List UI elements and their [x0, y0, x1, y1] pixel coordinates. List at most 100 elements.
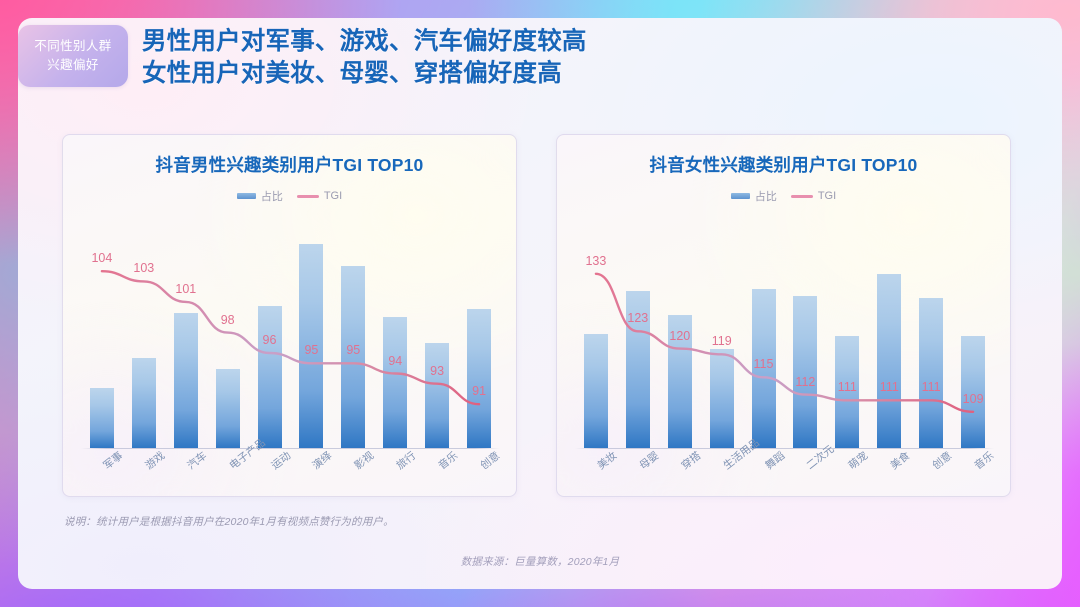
- x-tick-6: 萌宠: [835, 450, 871, 499]
- x-tick-6: 影视: [341, 450, 377, 499]
- x-tick-7: 美食: [877, 450, 912, 499]
- x-tick-5: 二次元: [793, 443, 837, 499]
- headline-line-2: 女性用户对美妆、母婴、穿搭偏好度高: [142, 60, 562, 87]
- tgi-value-label-2: 120: [669, 328, 691, 343]
- x-tick-label-2: 穿搭: [679, 449, 703, 473]
- x-tick-labels-female: 美妆 母婴 穿搭 生活用品 舞蹈 二次元 萌宠 美食 创意 音乐: [575, 437, 996, 499]
- plot-area-male: 104 103 101 98 96 95 95 94 93 91: [81, 213, 500, 449]
- chart-card-female: 抖音女性兴趣类别用户TGI TOP10 占比 TGI 133 123 120 119 1…: [556, 134, 1011, 497]
- tgi-value-label-3: 98: [220, 312, 235, 327]
- bar-3: [709, 349, 734, 448]
- data-source: 数据来源：巨量算数，2020年1月: [460, 556, 620, 568]
- chart-legend-male: 占比 TGI: [63, 188, 516, 204]
- chart-card-male: 抖音男性兴趣类别用户TGI TOP10 占比 TGI 104 103 101 98 96…: [62, 134, 517, 497]
- headline-line-1: 男性用户对军事、游戏、汽车偏好度较高: [142, 28, 587, 55]
- legend-line-swatch-icon: [296, 194, 319, 198]
- legend-bar-swatch-icon: [236, 193, 256, 199]
- x-tick-3: 电子产品: [216, 437, 267, 499]
- bar-0: [89, 387, 114, 448]
- x-tick-label-9: 音乐: [972, 449, 997, 473]
- section-badge: 不同性别人群 兴趣偏好: [18, 25, 128, 87]
- x-tick-label-0: 美妆: [595, 449, 620, 473]
- tgi-value-label-4: 115: [753, 357, 774, 372]
- x-tick-9: 创意: [467, 450, 502, 499]
- tgi-value-label-7: 111: [879, 380, 899, 395]
- legend-item-line: TGI: [296, 190, 343, 202]
- x-tick-8: 创意: [919, 450, 954, 499]
- x-tick-label-2: 汽车: [185, 449, 209, 473]
- bar-1: [131, 357, 156, 448]
- bar-9: [466, 308, 491, 448]
- bar-4: [257, 306, 282, 448]
- legend-bar-label: 占比: [260, 191, 283, 203]
- x-tick-8: 音乐: [425, 450, 460, 499]
- x-tick-9: 音乐: [961, 450, 996, 499]
- legend-line-swatch-icon: [790, 194, 813, 198]
- chart-legend-female: 占比 TGI: [557, 188, 1010, 204]
- legend-line-label: TGI: [323, 190, 343, 202]
- page-title: 男性用户对军事、游戏、汽车偏好度较高 女性用户对美妆、母婴、穿搭偏好度高: [142, 26, 587, 90]
- legend-line-label: TGI: [817, 190, 837, 202]
- x-tick-label-8: 创意: [930, 449, 955, 473]
- x-axis-line-female: [575, 448, 994, 449]
- tgi-value-label-5: 112: [795, 374, 816, 389]
- plot-area-female: 133 123 120 119 115 112 111 111 111 109: [575, 213, 994, 449]
- x-tick-label-6: 萌宠: [846, 449, 871, 473]
- bar-series-female: [575, 213, 994, 448]
- x-tick-label-4: 运动: [268, 449, 293, 473]
- x-tick-label-6: 影视: [352, 449, 377, 473]
- legend-item-bar: 占比: [236, 188, 283, 204]
- tgi-value-label-1: 103: [133, 261, 155, 276]
- x-tick-label-8: 音乐: [436, 449, 461, 473]
- bar-3: [215, 368, 240, 448]
- x-tick-labels-male: 军事 游戏 汽车 电子产品 运动 演绎 影视 旅行 音乐 创意: [81, 437, 502, 499]
- tgi-value-label-5: 95: [304, 343, 319, 358]
- legend-bar-swatch-icon: [730, 193, 750, 199]
- x-tick-4: 运动: [258, 450, 293, 499]
- bar-7: [877, 274, 902, 448]
- x-tick-1: 游戏: [132, 450, 167, 499]
- tgi-value-label-8: 93: [430, 363, 445, 378]
- bar-8: [919, 297, 944, 448]
- legend-item-line: TGI: [790, 190, 837, 202]
- slide-canvas: 不同性别人群 兴趣偏好 男性用户对军事、游戏、汽车偏好度较高 女性用户对美妆、母…: [18, 18, 1062, 589]
- section-badge-line1: 不同性别人群: [34, 39, 112, 53]
- x-tick-label-4: 舞蹈: [762, 449, 787, 473]
- tgi-value-label-7: 94: [388, 353, 403, 368]
- x-tick-label-9: 创意: [478, 449, 503, 473]
- x-tick-3: 生活用品: [710, 437, 761, 499]
- tgi-value-label-4: 96: [262, 333, 277, 347]
- section-badge-line2: 兴趣偏好: [47, 58, 99, 72]
- tgi-value-label-6: 111: [837, 380, 857, 395]
- tgi-value-label-3: 119: [711, 334, 732, 349]
- chart-title-female: 抖音女性兴趣类别用户TGI TOP10: [649, 155, 918, 175]
- x-tick-1: 母婴: [626, 450, 661, 499]
- tgi-value-label-1: 123: [627, 311, 649, 326]
- bar-5: [793, 295, 818, 448]
- bar-7: [383, 317, 408, 448]
- bar-0: [583, 334, 608, 448]
- legend-bar-label: 占比: [754, 191, 777, 203]
- x-tick-4: 舞蹈: [752, 450, 787, 499]
- x-tick-label-7: 旅行: [394, 449, 419, 473]
- tgi-value-label-0: 104: [91, 251, 113, 266]
- x-tick-0: 美妆: [584, 450, 619, 499]
- tgi-value-label-9: 109: [962, 391, 984, 406]
- tgi-value-label-6: 95: [346, 343, 361, 358]
- x-tick-label-1: 游戏: [143, 449, 168, 473]
- x-tick-label-7: 美食: [888, 449, 913, 473]
- x-tick-2: 穿搭: [668, 450, 703, 499]
- tgi-value-label-2: 101: [175, 281, 197, 296]
- x-tick-5: 演绎: [299, 450, 335, 499]
- slide-header: 不同性别人群 兴趣偏好 男性用户对军事、游戏、汽车偏好度较高 女性用户对美妆、母…: [18, 18, 1062, 104]
- tgi-value-label-9: 91: [472, 384, 487, 399]
- x-tick-2: 汽车: [174, 450, 209, 499]
- x-axis-line-male: [81, 448, 500, 449]
- x-tick-0: 军事: [90, 450, 125, 499]
- x-tick-label-0: 军事: [101, 449, 126, 473]
- x-tick-label-5: 演绎: [310, 449, 335, 473]
- chart-note: 说明：统计用户是根据抖音用户在2020年1月有视频点赞行为的用户。: [64, 516, 394, 528]
- bar-2: [173, 312, 198, 448]
- tgi-value-label-0: 133: [585, 253, 607, 268]
